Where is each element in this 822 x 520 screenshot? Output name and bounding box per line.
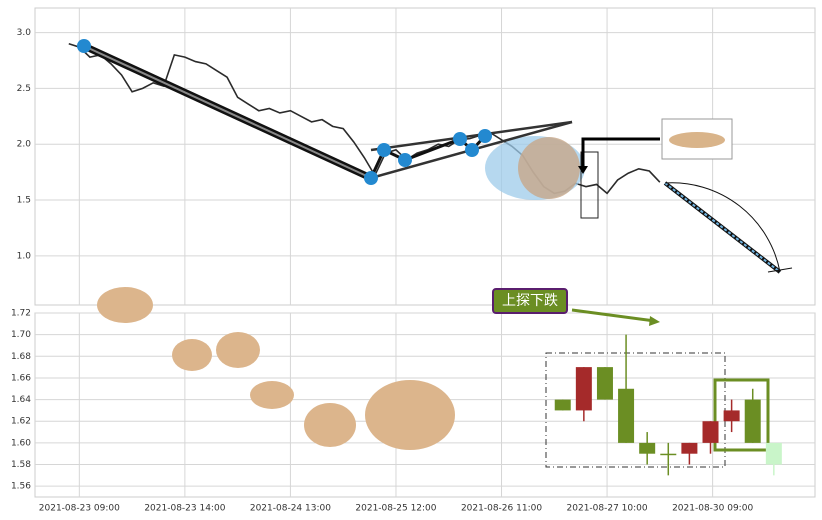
y-tick-label: 1.70 xyxy=(11,330,31,340)
channel-line xyxy=(370,120,573,152)
callout-arrow-head xyxy=(649,316,660,326)
sticker xyxy=(669,132,725,148)
marker xyxy=(478,129,492,143)
marker xyxy=(453,132,467,146)
marker xyxy=(398,153,412,167)
marker xyxy=(377,143,391,157)
arc-tick xyxy=(767,267,793,273)
candle-body xyxy=(618,388,635,443)
candle-body xyxy=(744,399,761,443)
y-tick-label: 2.0 xyxy=(17,140,32,150)
x-tick-label: 2021-08-23 09:00 xyxy=(39,504,120,514)
sticker xyxy=(250,381,294,409)
arrow-line xyxy=(581,137,660,168)
candle-body xyxy=(765,442,782,465)
candle-body xyxy=(596,367,613,400)
x-tick-label: 2021-08-23 14:00 xyxy=(144,504,225,514)
trend-line-inner xyxy=(83,45,372,179)
candle-body xyxy=(639,442,656,454)
x-tick-label: 2021-08-30 09:00 xyxy=(672,504,753,514)
sticker xyxy=(216,332,260,368)
y-tick-label: 1.5 xyxy=(17,196,31,206)
x-tick-label: 2021-08-24 13:00 xyxy=(250,504,331,514)
candle-body xyxy=(681,442,698,454)
y-tick-label: 1.62 xyxy=(11,417,31,427)
y-tick-label: 1.66 xyxy=(11,373,31,383)
drawings xyxy=(77,39,793,274)
sticker xyxy=(365,380,455,450)
x-tick-label: 2021-08-26 11:00 xyxy=(461,504,542,514)
marker xyxy=(465,143,479,157)
circle-drawing xyxy=(518,137,580,199)
x-tick-label: 2021-08-27 10:00 xyxy=(567,504,648,514)
sticker xyxy=(304,403,356,447)
candle-body xyxy=(554,399,571,411)
dash-box xyxy=(545,352,726,468)
candle-body xyxy=(723,410,740,422)
candle-body xyxy=(702,421,719,443)
ray-line-inner xyxy=(664,182,781,273)
y-tick-label: 1.64 xyxy=(11,395,31,405)
marker xyxy=(77,39,91,53)
candle-body xyxy=(660,453,677,456)
y-tick-label: 1.58 xyxy=(11,460,31,470)
marker xyxy=(364,171,378,185)
callout-box xyxy=(492,288,568,314)
y-tick-label: 1.72 xyxy=(11,309,31,319)
y-tick-label: 1.56 xyxy=(11,482,31,492)
y-tick-label: 1.68 xyxy=(11,352,31,362)
sticker xyxy=(97,287,153,323)
candle-body xyxy=(575,367,592,411)
callout-arrow xyxy=(571,308,656,323)
y-tick-label: 3.0 xyxy=(17,28,32,38)
y-tick-label: 1.60 xyxy=(11,438,31,448)
y-tick-label: 2.5 xyxy=(17,84,31,94)
sticker xyxy=(172,339,212,371)
callout-text: 上探下跌 xyxy=(502,293,558,309)
stickers: 上探下跌 xyxy=(97,287,770,468)
x-tick-label: 2021-08-25 12:00 xyxy=(355,504,436,514)
arrow-head xyxy=(578,166,588,174)
highlight-box xyxy=(713,378,770,452)
box-drawing xyxy=(580,151,599,219)
arc-drawing xyxy=(664,182,781,273)
y-tick-label: 1.0 xyxy=(17,251,32,261)
